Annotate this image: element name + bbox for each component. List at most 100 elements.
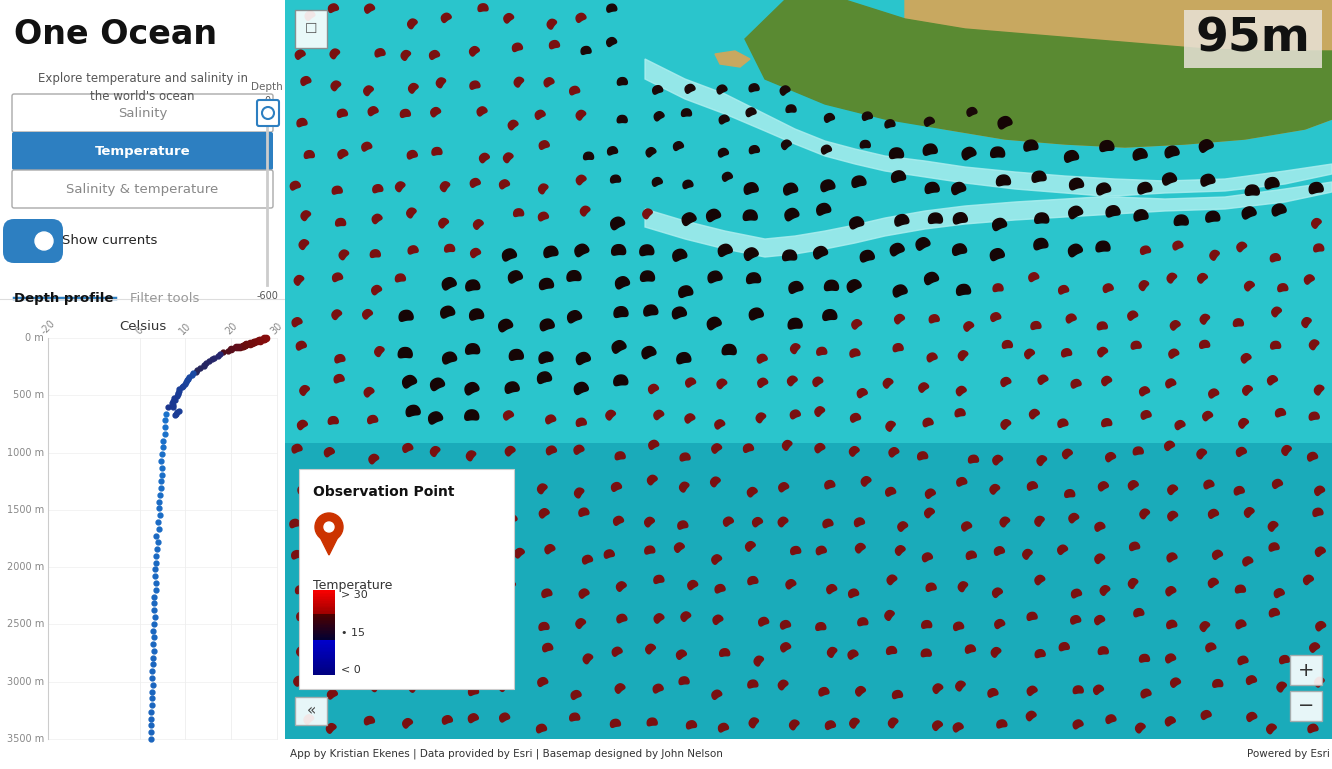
Polygon shape	[992, 455, 1003, 464]
Polygon shape	[1308, 724, 1317, 733]
Polygon shape	[926, 182, 939, 194]
Bar	[313, 668, 336, 669]
Polygon shape	[1068, 245, 1083, 257]
Polygon shape	[745, 0, 1332, 147]
Polygon shape	[478, 621, 489, 630]
Polygon shape	[503, 489, 513, 498]
Polygon shape	[848, 650, 858, 659]
Polygon shape	[1027, 686, 1038, 695]
Polygon shape	[326, 548, 336, 558]
Polygon shape	[1309, 182, 1323, 194]
Polygon shape	[301, 211, 310, 221]
Polygon shape	[408, 151, 417, 159]
Polygon shape	[1197, 274, 1207, 283]
Polygon shape	[1140, 387, 1150, 396]
Polygon shape	[855, 687, 866, 696]
Polygon shape	[432, 148, 442, 155]
Polygon shape	[470, 309, 484, 320]
Polygon shape	[639, 245, 654, 255]
Polygon shape	[606, 38, 617, 46]
Text: Observation Point: Observation Point	[313, 485, 454, 499]
Polygon shape	[614, 516, 623, 525]
Polygon shape	[430, 108, 441, 117]
Polygon shape	[1309, 340, 1319, 350]
Polygon shape	[300, 385, 309, 395]
Polygon shape	[500, 713, 510, 722]
Polygon shape	[722, 345, 737, 355]
Polygon shape	[328, 690, 337, 699]
Polygon shape	[791, 547, 801, 554]
Text: «: «	[306, 704, 316, 718]
Bar	[313, 615, 336, 617]
Polygon shape	[747, 577, 758, 584]
Polygon shape	[442, 352, 457, 364]
Polygon shape	[711, 691, 722, 699]
Polygon shape	[817, 348, 827, 355]
Polygon shape	[789, 281, 803, 293]
Polygon shape	[782, 140, 791, 149]
Bar	[313, 596, 336, 597]
Polygon shape	[825, 280, 838, 291]
Polygon shape	[365, 4, 374, 13]
Polygon shape	[292, 551, 301, 559]
Polygon shape	[296, 50, 305, 59]
Polygon shape	[992, 588, 1003, 598]
Polygon shape	[746, 108, 757, 117]
Polygon shape	[1070, 178, 1083, 190]
Polygon shape	[654, 575, 663, 584]
Polygon shape	[1167, 621, 1176, 628]
Polygon shape	[1023, 550, 1032, 559]
Polygon shape	[1308, 452, 1317, 461]
Polygon shape	[615, 277, 630, 289]
Polygon shape	[1030, 409, 1039, 419]
Polygon shape	[954, 622, 963, 631]
Polygon shape	[297, 118, 306, 127]
Polygon shape	[396, 587, 406, 594]
Polygon shape	[332, 310, 341, 319]
Bar	[313, 620, 336, 621]
Bar	[313, 651, 336, 652]
Text: Salinity: Salinity	[117, 106, 168, 119]
Polygon shape	[1096, 183, 1111, 195]
Text: Depth profile: Depth profile	[15, 292, 113, 305]
Polygon shape	[1027, 711, 1036, 721]
Bar	[313, 591, 336, 593]
Polygon shape	[430, 378, 445, 391]
Polygon shape	[1166, 379, 1176, 388]
Polygon shape	[1103, 284, 1114, 292]
Polygon shape	[996, 720, 1007, 728]
Polygon shape	[1064, 490, 1075, 498]
Polygon shape	[654, 614, 663, 623]
Polygon shape	[1304, 575, 1313, 584]
Polygon shape	[577, 418, 586, 426]
Polygon shape	[570, 713, 579, 721]
Polygon shape	[370, 250, 381, 258]
Polygon shape	[1171, 321, 1180, 330]
Polygon shape	[991, 147, 1004, 158]
Polygon shape	[1267, 724, 1276, 734]
Polygon shape	[745, 183, 758, 195]
FancyBboxPatch shape	[3, 219, 63, 263]
Polygon shape	[535, 110, 545, 119]
Polygon shape	[575, 13, 586, 22]
Bar	[313, 665, 336, 667]
Polygon shape	[290, 181, 300, 190]
Polygon shape	[503, 14, 514, 23]
Polygon shape	[396, 274, 405, 281]
Polygon shape	[1205, 211, 1220, 222]
Bar	[313, 631, 336, 632]
FancyBboxPatch shape	[298, 469, 514, 689]
Polygon shape	[550, 41, 559, 48]
Text: 0 m: 0 m	[25, 333, 44, 343]
Bar	[313, 655, 336, 657]
Text: 1000 m: 1000 m	[7, 448, 44, 458]
Polygon shape	[442, 716, 453, 724]
Circle shape	[35, 232, 53, 250]
Polygon shape	[1094, 685, 1103, 694]
Polygon shape	[1106, 206, 1120, 217]
Polygon shape	[895, 546, 904, 555]
Polygon shape	[466, 521, 477, 530]
Polygon shape	[1139, 281, 1148, 291]
Polygon shape	[930, 315, 939, 323]
Polygon shape	[750, 308, 763, 320]
